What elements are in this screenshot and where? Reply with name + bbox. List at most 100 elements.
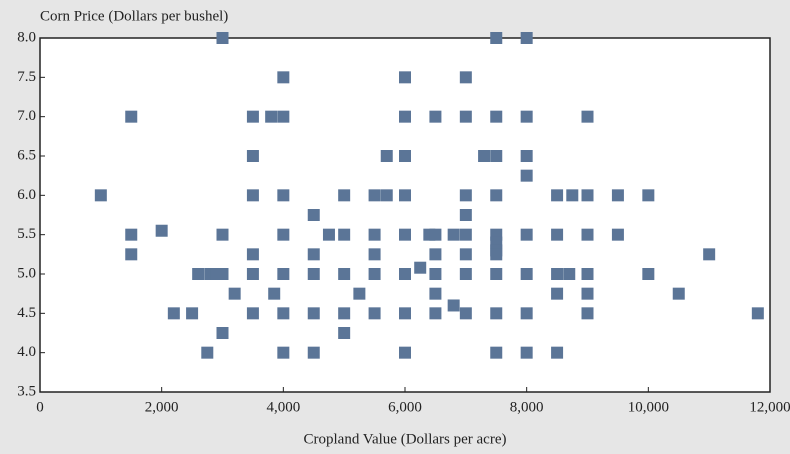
- scatter-point: [125, 110, 138, 123]
- scatter-point: [368, 228, 381, 241]
- scatter-point: [307, 268, 320, 280]
- scatter-point: [520, 32, 533, 44]
- scatter-point: [125, 248, 138, 261]
- scatter-point: [155, 224, 168, 237]
- y-tick-label: 4.5: [17, 305, 36, 321]
- scatter-point: [246, 307, 259, 320]
- x-tick-label: 10,000: [628, 399, 669, 415]
- x-tick-label: 8,000: [510, 399, 544, 415]
- scatter-point: [751, 307, 764, 320]
- scatter-point: [429, 268, 442, 280]
- x-tick-label: 2,000: [145, 399, 179, 415]
- y-tick-label: 3.5: [17, 383, 36, 399]
- scatter-point: [192, 268, 205, 280]
- scatter-point: [447, 228, 460, 241]
- scatter-point: [277, 71, 290, 84]
- y-tick-label: 5.0: [17, 265, 36, 281]
- scatter-point: [277, 346, 290, 359]
- scatter-point: [246, 110, 259, 123]
- y-tick-label: 7.5: [17, 69, 36, 85]
- scatter-point: [490, 189, 503, 202]
- scatter-point: [459, 189, 472, 202]
- scatter-point: [368, 189, 381, 202]
- scatter-point: [490, 346, 503, 359]
- scatter-point: [459, 110, 472, 123]
- scatter-point: [399, 268, 411, 280]
- scatter-point: [268, 287, 281, 300]
- scatter-point: [520, 169, 533, 182]
- scatter-point: [277, 268, 290, 280]
- scatter-point: [642, 268, 655, 280]
- scatter-point: [429, 287, 442, 300]
- scatter-point: [459, 228, 472, 241]
- scatter-point: [429, 228, 442, 241]
- scatter-point: [338, 228, 351, 241]
- scatter-point: [703, 248, 716, 261]
- scatter-point: [414, 261, 427, 274]
- y-tick-label: 8.0: [17, 29, 36, 45]
- scatter-point: [581, 287, 594, 300]
- x-axis-label: Cropland Value (Dollars per acre): [304, 431, 507, 447]
- scatter-point: [277, 307, 290, 320]
- scatter-point: [368, 307, 381, 320]
- scatter-point: [228, 287, 241, 300]
- scatter-point: [429, 307, 442, 320]
- scatter-point: [581, 307, 594, 320]
- scatter-point: [338, 268, 351, 280]
- scatter-point: [551, 287, 564, 300]
- scatter-point: [246, 150, 259, 162]
- y-axis-label: Corn Price (Dollars per bushel): [40, 8, 228, 24]
- scatter-point: [459, 268, 472, 280]
- scatter-point: [216, 327, 229, 339]
- scatter-point: [581, 268, 594, 280]
- scatter-point: [167, 307, 180, 320]
- x-tick-label: 12,000: [749, 399, 790, 415]
- x-tick-label: 6,000: [388, 399, 422, 415]
- scatter-point: [611, 189, 624, 202]
- scatter-point: [399, 307, 411, 320]
- scatter-point: [399, 228, 411, 241]
- scatter-point: [399, 71, 411, 84]
- x-tick-label: 0: [36, 399, 44, 415]
- y-tick-label: 7.0: [17, 108, 36, 124]
- scatter-point: [338, 189, 351, 202]
- scatter-point: [581, 189, 594, 202]
- scatter-point: [277, 228, 290, 241]
- scatter-point: [581, 110, 594, 123]
- scatter-point: [490, 248, 503, 261]
- scatter-point: [246, 268, 259, 280]
- scatter-point: [277, 189, 290, 202]
- scatter-point: [307, 248, 320, 261]
- scatter-point: [399, 110, 411, 123]
- scatter-point: [201, 346, 214, 359]
- scatter-point: [447, 299, 460, 312]
- y-tick-label: 5.5: [17, 226, 36, 242]
- y-tick-label: 6.0: [17, 187, 36, 203]
- x-tick-label: 4,000: [266, 399, 300, 415]
- scatter-point: [459, 307, 472, 320]
- scatter-point: [338, 327, 351, 339]
- scatter-point: [399, 189, 411, 202]
- scatter-point: [265, 110, 278, 123]
- scatter-point: [380, 150, 393, 162]
- scatter-point: [216, 32, 229, 44]
- scatter-point: [246, 248, 259, 261]
- scatter-point: [520, 268, 533, 280]
- scatter-point: [459, 71, 472, 84]
- scatter-point: [94, 189, 107, 202]
- scatter-point: [429, 248, 442, 261]
- scatter-point: [459, 248, 472, 261]
- scatter-point: [216, 228, 229, 241]
- scatter-point: [246, 189, 259, 202]
- scatter-point: [490, 307, 503, 320]
- scatter-point: [520, 307, 533, 320]
- scatter-point: [478, 150, 491, 162]
- scatter-point: [490, 150, 503, 162]
- scatter-point: [551, 189, 564, 202]
- y-tick-label: 4.0: [17, 344, 36, 360]
- scatter-point: [566, 189, 579, 202]
- scatter-point: [429, 110, 442, 123]
- scatter-point: [368, 268, 381, 280]
- scatter-point: [490, 32, 503, 44]
